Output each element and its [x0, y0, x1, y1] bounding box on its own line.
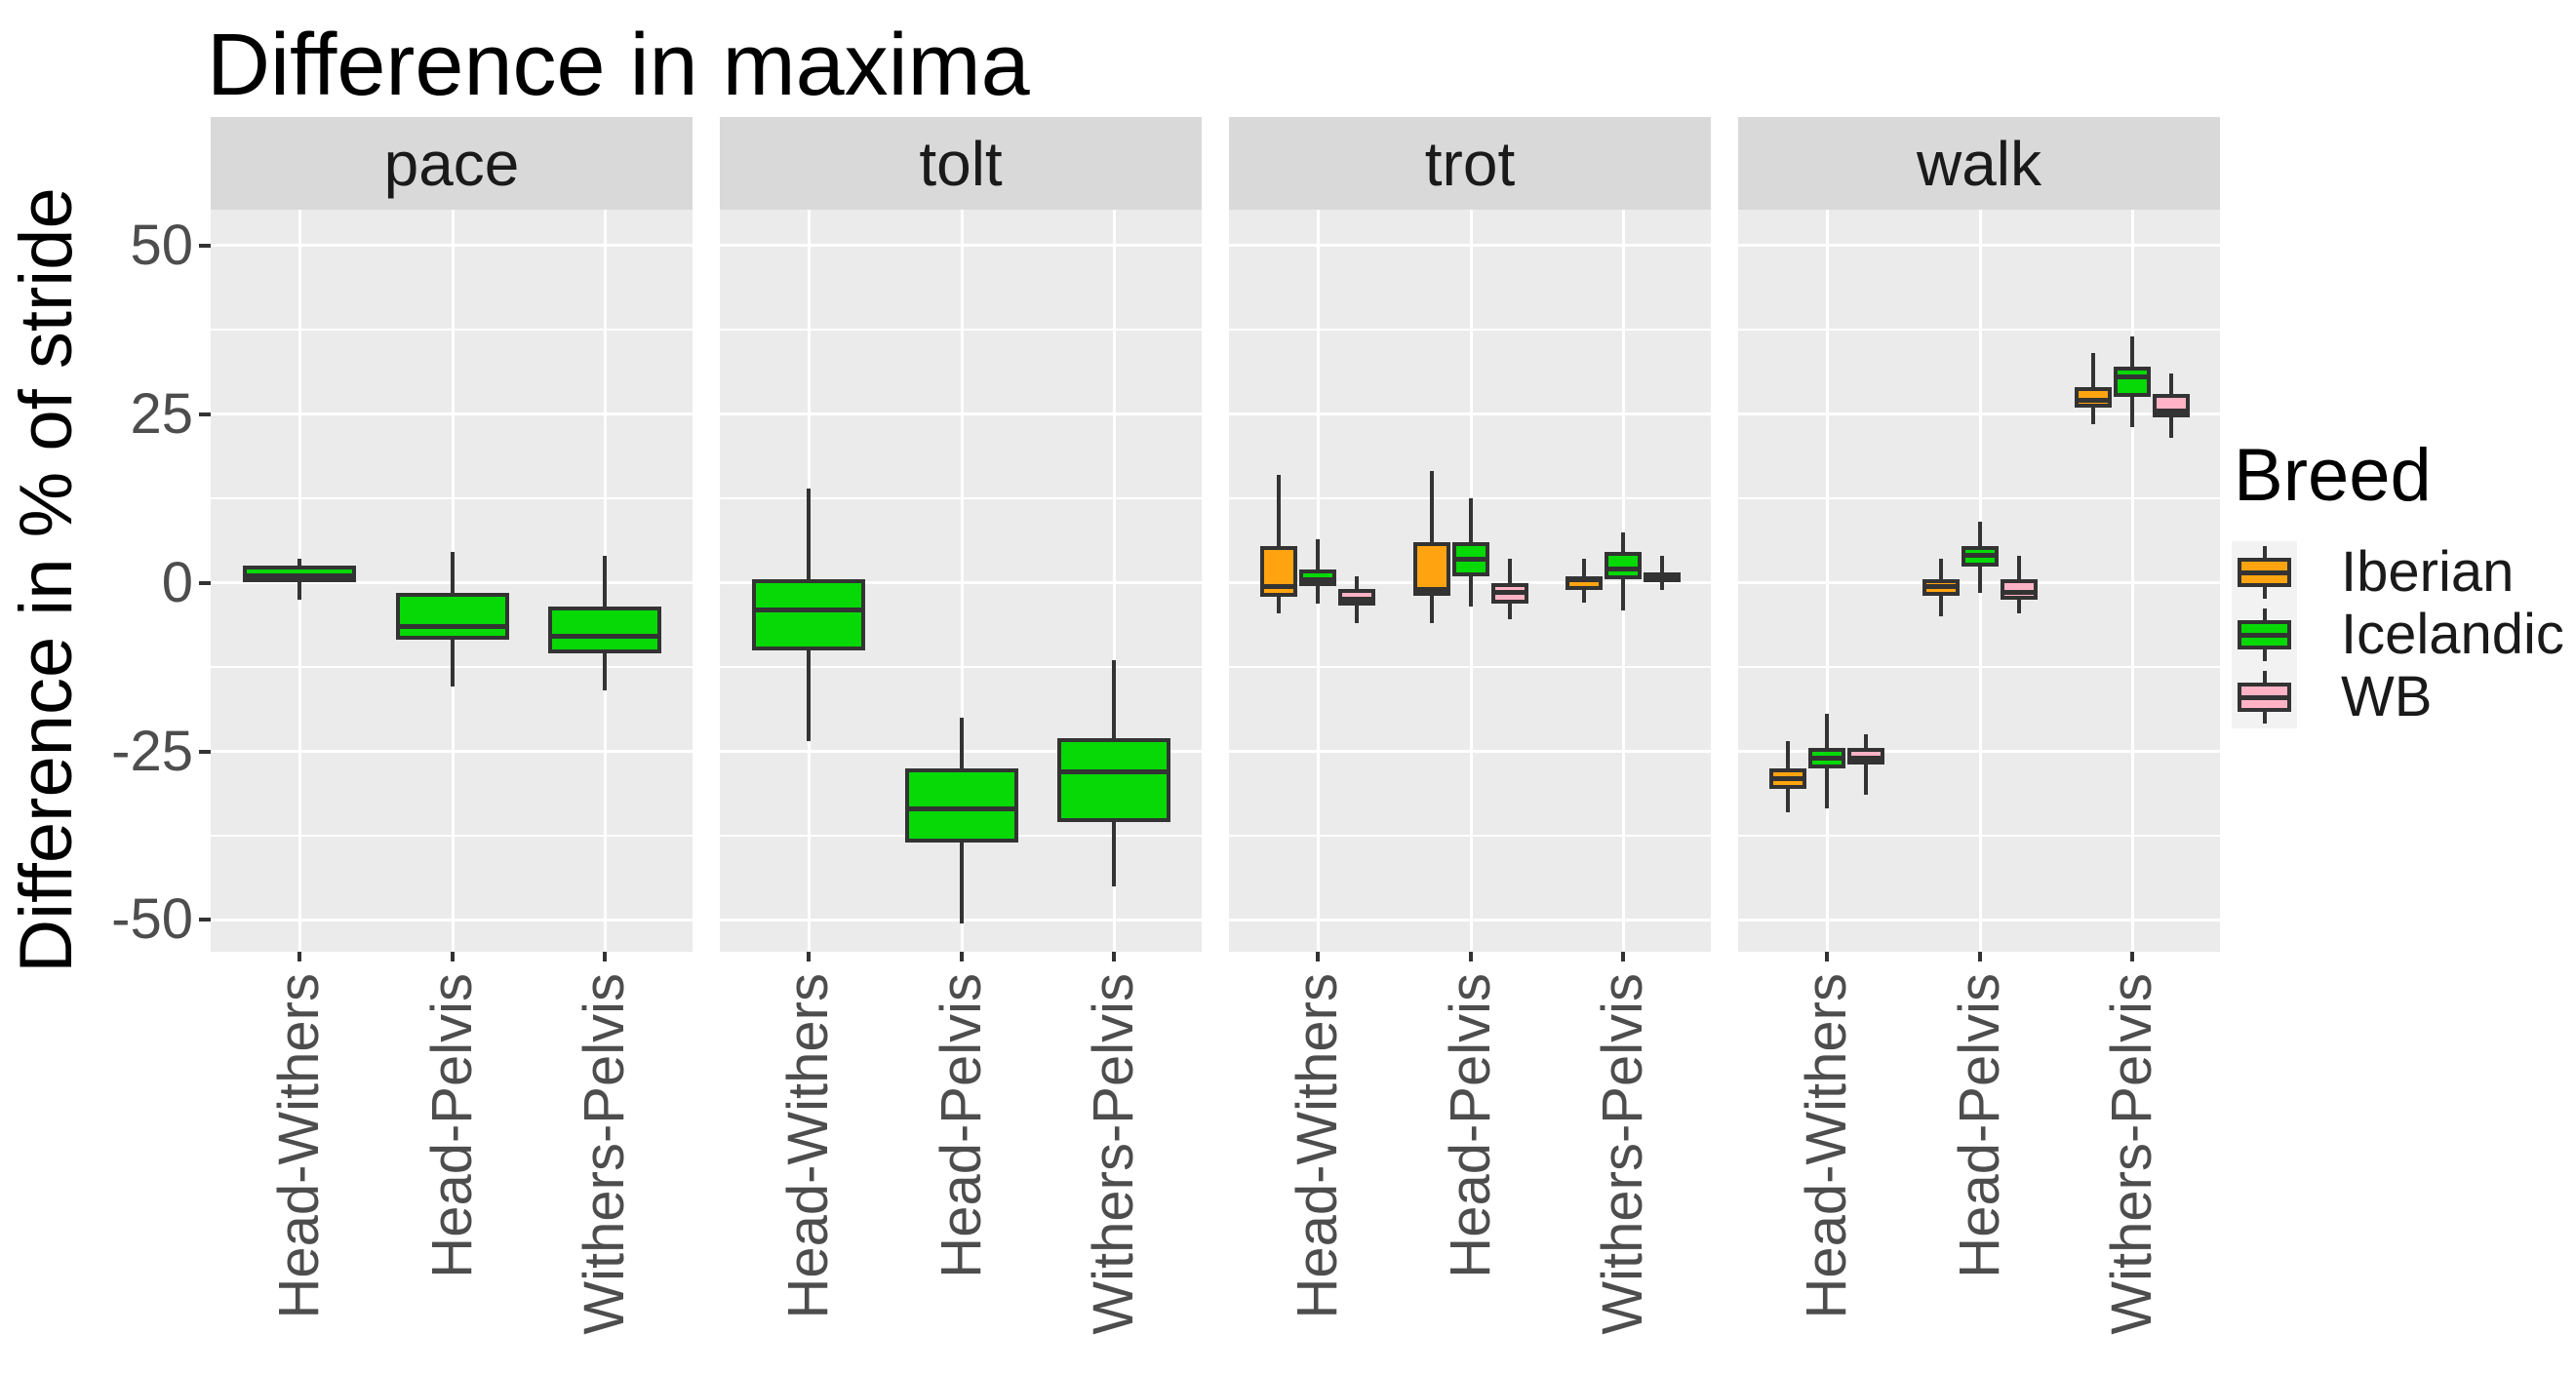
median-line: [2001, 590, 2038, 595]
box-iqr: [1413, 542, 1450, 596]
legend-label-WB: WB: [2341, 665, 2433, 728]
median-line: [1057, 769, 1170, 774]
facet-panel-tolt: [720, 210, 1202, 952]
box-iqr: [2153, 394, 2190, 417]
legend-title: Breed: [2234, 434, 2432, 517]
median-line: [1299, 577, 1336, 582]
gridline-vertical: [2131, 210, 2134, 952]
median-line: [1644, 573, 1681, 578]
gridline-vertical: [961, 210, 964, 952]
x-axis-label: Withers-Pelvis: [573, 973, 636, 1335]
y-tick-label: 50: [130, 214, 193, 277]
x-tick-mark: [1469, 952, 1473, 961]
facet-strip-label: walk: [1916, 128, 2042, 199]
x-axis-label: Head-Withers: [1795, 973, 1858, 1319]
gridline-vertical: [1826, 210, 1829, 952]
x-axis-label: Head-Pelvis: [420, 973, 484, 1278]
x-tick-mark: [1621, 952, 1625, 961]
box-iqr: [2114, 367, 2151, 397]
median-line: [752, 608, 865, 612]
legend-key-WB: [2232, 666, 2297, 728]
legend-key-Iberian: [2232, 541, 2297, 604]
box-iqr: [1605, 552, 1642, 579]
median-line: [1452, 557, 1489, 562]
y-tick-mark: [199, 750, 211, 754]
median-line: [1260, 584, 1297, 589]
median-line: [2114, 374, 2151, 379]
box-iqr: [1260, 546, 1297, 597]
legend-key-median: [2238, 695, 2291, 700]
x-axis-label: Head-Pelvis: [930, 973, 993, 1278]
legend-key-median: [2238, 570, 2291, 575]
y-tick-label: -25: [111, 720, 193, 783]
y-tick-mark: [199, 244, 211, 248]
legend-label-Icelandic: Icelandic: [2341, 603, 2564, 666]
x-axis-label: Head-Pelvis: [1948, 973, 2011, 1278]
median-line: [2075, 398, 2112, 403]
box-iqr: [905, 768, 1018, 843]
gridline-vertical: [1113, 210, 1116, 952]
median-line: [1338, 597, 1375, 602]
y-tick-mark: [199, 581, 211, 585]
x-tick-mark: [1316, 952, 1320, 961]
chart-title: Difference in maxima: [207, 17, 1030, 114]
x-tick-mark: [297, 952, 301, 961]
facet-panel-pace: [211, 210, 693, 952]
median-line: [905, 806, 1018, 811]
box-iqr: [1057, 738, 1170, 822]
box-iqr: [396, 593, 509, 640]
x-axis-label: Withers-Pelvis: [2100, 973, 2163, 1335]
facet-strip-label: tolt: [919, 128, 1003, 199]
median-line: [1769, 776, 1806, 781]
x-axis-label: Head-Withers: [1286, 973, 1349, 1319]
whisker: [1864, 734, 1868, 795]
facet-strip-tolt: tolt: [720, 117, 1202, 210]
median-line: [396, 624, 509, 629]
facet-panel-walk: [1738, 210, 2220, 952]
x-axis-label: Head-Pelvis: [1439, 973, 1502, 1278]
x-axis-label: Withers-Pelvis: [1591, 973, 1654, 1335]
whisker: [1277, 475, 1281, 613]
median-line: [548, 634, 661, 639]
x-tick-mark: [807, 952, 811, 961]
y-tick-mark: [199, 412, 211, 416]
x-tick-mark: [1825, 952, 1829, 961]
median-line: [2153, 409, 2190, 413]
x-axis-label: Head-Withers: [776, 973, 840, 1319]
x-tick-mark: [1978, 952, 1982, 961]
y-tick-label: 25: [130, 382, 193, 446]
y-tick-label: 0: [161, 551, 193, 614]
box-iqr: [548, 607, 661, 653]
median-line: [1962, 553, 1999, 558]
legend-key-median: [2238, 633, 2291, 638]
facet-panel-trot: [1229, 210, 1711, 952]
x-tick-mark: [451, 952, 455, 961]
y-tick-label: -50: [111, 887, 193, 951]
median-line: [1922, 584, 1960, 589]
median-line: [1565, 577, 1603, 582]
facet-strip-pace: pace: [211, 117, 693, 210]
facet-strip-trot: trot: [1229, 117, 1711, 210]
box-iqr: [752, 579, 865, 650]
x-tick-mark: [960, 952, 964, 961]
x-axis-label: Withers-Pelvis: [1082, 973, 1145, 1335]
median-line: [1605, 567, 1642, 571]
y-tick-mark: [199, 918, 211, 922]
median-line: [1413, 587, 1450, 592]
median-line: [1847, 756, 1884, 761]
x-tick-mark: [2130, 952, 2134, 961]
x-axis-label: Head-Withers: [267, 973, 331, 1319]
x-tick-mark: [603, 952, 607, 961]
x-tick-mark: [1112, 952, 1116, 961]
legend-label-Iberian: Iberian: [2341, 540, 2515, 604]
median-line: [1808, 756, 1845, 761]
facet-strip-label: trot: [1424, 128, 1516, 199]
facet-strip-walk: walk: [1738, 117, 2220, 210]
median-line: [243, 573, 356, 578]
legend-key-Icelandic: [2232, 604, 2297, 666]
median-line: [1491, 590, 1528, 595]
facet-strip-label: pace: [383, 128, 520, 199]
